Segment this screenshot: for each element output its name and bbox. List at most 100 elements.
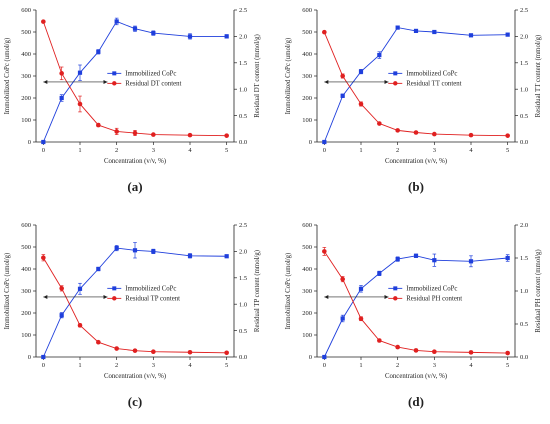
- y-right-tick-label: 1.0: [239, 86, 247, 93]
- y-left-tick-label: 600: [21, 222, 31, 229]
- residual-content-point: [413, 130, 419, 135]
- panel-label: (d): [408, 394, 424, 409]
- right-arrow-head: [103, 79, 108, 84]
- right-arrow-head: [384, 294, 389, 299]
- x-tick-label: 3: [433, 362, 436, 369]
- residual-content-point: [77, 101, 83, 107]
- y-right-axis-title: Residual TP content (mmol/g): [254, 250, 261, 332]
- x-tick-label: 4: [188, 147, 192, 154]
- immobilized-copc-point: [468, 259, 474, 264]
- y-left-tick-label: 0: [309, 354, 312, 361]
- y-right-tick-label: 0.5: [239, 113, 247, 120]
- y-left-tick-label: 100: [21, 332, 31, 339]
- immobilized-copc-point: [322, 139, 327, 145]
- residual-content-point: [114, 346, 119, 351]
- legend-label: Residual DT content: [125, 81, 181, 88]
- residual-content-line: [42, 257, 227, 354]
- residual-content-point: [114, 129, 119, 134]
- y-right-axis-title: Residual PH content (mmol/g): [535, 249, 542, 332]
- x-tick-label: 5: [506, 147, 509, 154]
- residual-content-point: [395, 344, 400, 350]
- x-axis-title: Concentration (v/v, %): [104, 373, 166, 380]
- y-right-axis-title: Residual DT content (mmol/g): [254, 34, 261, 118]
- y-left-tick-label: 600: [302, 7, 312, 14]
- x-tick-label: 5: [225, 362, 228, 369]
- y-right-tick-label: 1.0: [520, 288, 528, 295]
- y-left-tick-label: 0: [28, 354, 31, 361]
- x-tick-label: 2: [115, 147, 118, 154]
- legend-marker: [393, 81, 398, 86]
- y-right-tick-label: 2.0: [239, 34, 247, 41]
- chart-panel-a: 0 1 2 3 4 5 0 100 200 300 400 500 600 0.0 0.5 1.0 1.5 2.0…: [4, 7, 261, 194]
- y-left-tick-label: 300: [302, 288, 312, 295]
- x-tick-label: 1: [78, 147, 81, 154]
- y-left-tick-label: 200: [302, 310, 312, 317]
- x-tick-label: 5: [506, 362, 509, 369]
- y-right-tick-label: 0.5: [239, 328, 247, 335]
- immobilized-copc-point: [505, 255, 510, 261]
- residual-content-point: [505, 350, 510, 356]
- residual-content-point: [432, 131, 437, 137]
- immobilized-copc-point: [132, 248, 138, 253]
- y-left-tick-label: 500: [302, 29, 312, 36]
- residual-content-point: [468, 350, 474, 355]
- x-tick-label: 0: [323, 147, 326, 154]
- residual-content-point: [322, 29, 327, 35]
- chart-panel-c: 0 1 2 3 4 5 0 100 200 300 400 500 600 0.0 0.5 1.0 1.5 2.0…: [4, 222, 261, 409]
- immobilized-copc-point: [151, 31, 156, 36]
- y-left-tick-label: 300: [302, 73, 312, 80]
- y-left-axis-title: Immobilized CoPc (umol/g): [285, 253, 292, 330]
- legend-marker: [112, 81, 117, 86]
- immobilized-copc-point: [340, 316, 345, 321]
- panel-label: (b): [408, 179, 424, 194]
- y-right-tick-label: 2.0: [239, 249, 247, 256]
- residual-content-point: [377, 121, 382, 126]
- y-right-tick-label: 0.0: [520, 354, 528, 361]
- y-right-tick-label: 2.5: [520, 7, 528, 14]
- y-left-tick-label: 0: [309, 139, 312, 146]
- x-tick-label: 4: [469, 362, 473, 369]
- y-right-tick-label: 0.5: [520, 321, 528, 328]
- x-tick-label: 3: [433, 147, 436, 154]
- residual-content-point: [132, 130, 138, 136]
- legend-label: Immobilized CoPc: [125, 286, 176, 293]
- y-right-tick-label: 1.5: [520, 255, 528, 262]
- x-tick-label: 3: [152, 147, 155, 154]
- left-arrow-head: [43, 79, 48, 84]
- y-right-tick-label: 1.0: [520, 86, 528, 93]
- y-left-tick-label: 400: [21, 51, 31, 58]
- y-left-tick-label: 300: [21, 288, 31, 295]
- immobilized-copc-point: [505, 32, 510, 37]
- y-left-tick-label: 100: [21, 117, 31, 124]
- residual-content-point: [358, 101, 364, 107]
- x-tick-label: 0: [42, 362, 45, 369]
- y-left-axis-title: Immobilized CoPc (umol/g): [4, 253, 11, 330]
- y-right-tick-label: 1.5: [520, 60, 528, 67]
- immobilized-copc-line: [323, 255, 508, 358]
- x-axis-title: Concentration (v/v, %): [385, 158, 447, 165]
- residual-content-point: [340, 73, 345, 79]
- immobilized-copc-point: [377, 53, 382, 58]
- y-left-tick-label: 100: [302, 332, 312, 339]
- x-axis-title: Concentration (v/v, %): [385, 373, 447, 380]
- y-left-tick-label: 200: [21, 95, 31, 102]
- y-right-tick-label: 0.0: [239, 139, 247, 146]
- residual-content-point: [59, 286, 64, 291]
- residual-content-point: [224, 350, 229, 356]
- immobilized-copc-point: [358, 286, 364, 291]
- y-right-tick-label: 2.5: [239, 222, 247, 229]
- residual-content-point: [96, 122, 101, 128]
- immobilized-copc-point: [224, 254, 229, 259]
- x-tick-label: 2: [396, 147, 399, 154]
- right-arrow-head: [384, 79, 389, 84]
- residual-content-point: [59, 71, 64, 76]
- left-arrow-head: [43, 294, 48, 299]
- residual-content-point: [413, 348, 419, 353]
- y-left-tick-label: 500: [21, 244, 31, 251]
- y-right-tick-label: 2.0: [520, 34, 528, 41]
- immobilized-copc-point: [77, 70, 83, 75]
- x-tick-label: 2: [396, 362, 399, 369]
- x-tick-label: 1: [359, 147, 362, 154]
- residual-content-point: [395, 128, 400, 133]
